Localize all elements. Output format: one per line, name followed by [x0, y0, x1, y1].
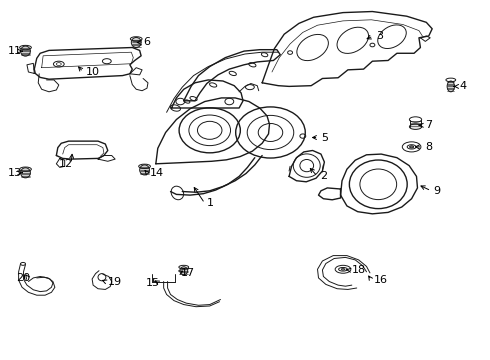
- Text: 14: 14: [149, 168, 164, 178]
- Text: 1: 1: [207, 198, 214, 208]
- Text: 7: 7: [425, 120, 432, 130]
- Text: 8: 8: [425, 142, 432, 152]
- Text: 12: 12: [59, 159, 73, 169]
- Text: 15: 15: [146, 278, 160, 288]
- Ellipse shape: [341, 269, 344, 270]
- Ellipse shape: [131, 37, 141, 48]
- Text: 13: 13: [7, 168, 22, 178]
- Ellipse shape: [21, 168, 30, 178]
- Text: 4: 4: [459, 81, 466, 91]
- Ellipse shape: [410, 146, 414, 148]
- Text: 18: 18: [351, 265, 366, 275]
- Text: 11: 11: [7, 46, 22, 56]
- Ellipse shape: [180, 267, 188, 275]
- Ellipse shape: [140, 165, 149, 175]
- Text: 2: 2: [320, 171, 327, 181]
- Text: 5: 5: [321, 132, 328, 143]
- Ellipse shape: [447, 81, 455, 92]
- Text: 9: 9: [434, 186, 441, 196]
- Text: 20: 20: [16, 273, 30, 283]
- Text: 10: 10: [86, 67, 100, 77]
- Text: 16: 16: [374, 275, 388, 285]
- Text: 6: 6: [144, 37, 150, 48]
- Text: 17: 17: [181, 268, 196, 278]
- Text: 3: 3: [376, 31, 383, 41]
- Ellipse shape: [21, 46, 30, 56]
- Ellipse shape: [410, 124, 421, 129]
- Text: 19: 19: [108, 276, 122, 287]
